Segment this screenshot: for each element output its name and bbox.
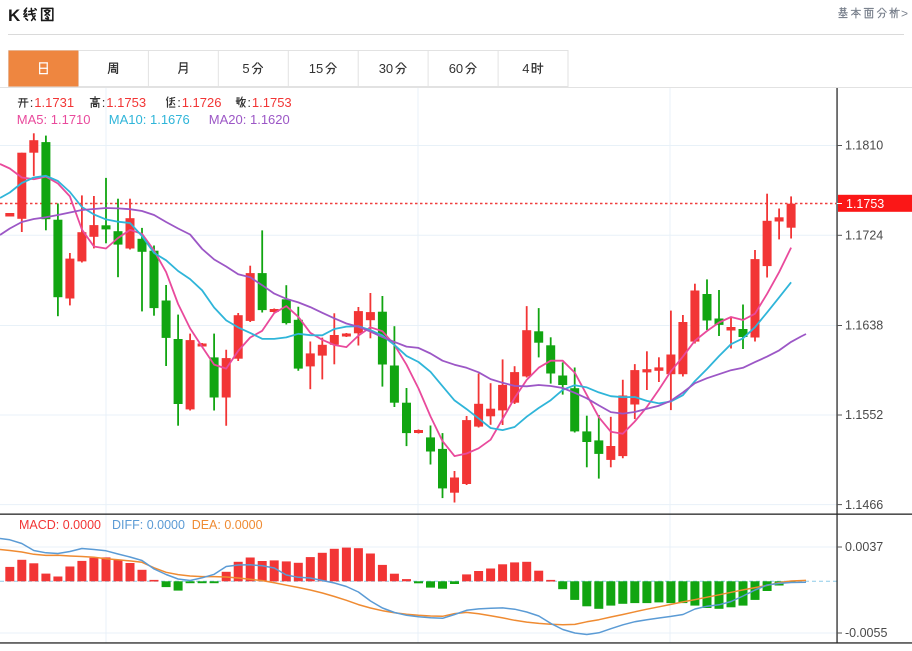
svg-text:1.1753: 1.1753 bbox=[106, 95, 146, 110]
svg-text:0.0037: 0.0037 bbox=[845, 540, 883, 554]
svg-text:K: K bbox=[8, 6, 21, 25]
svg-text:MA20: 1.1620: MA20: 1.1620 bbox=[209, 112, 290, 127]
svg-text:1.1726: 1.1726 bbox=[182, 95, 222, 110]
svg-text:15: 15 bbox=[309, 61, 323, 76]
svg-text:1.1638: 1.1638 bbox=[845, 319, 883, 333]
svg-text::: : bbox=[30, 95, 34, 110]
svg-text:60: 60 bbox=[449, 61, 463, 76]
svg-text:MA10: 1.1676: MA10: 1.1676 bbox=[109, 112, 190, 127]
svg-text:1.1753: 1.1753 bbox=[252, 95, 292, 110]
svg-text:4: 4 bbox=[522, 61, 529, 76]
svg-text:5: 5 bbox=[242, 61, 249, 76]
svg-text:1.1810: 1.1810 bbox=[845, 139, 883, 153]
svg-text::: : bbox=[102, 95, 106, 110]
svg-text:DEA: 0.0000: DEA: 0.0000 bbox=[192, 518, 263, 532]
svg-text:MA5: 1.1710: MA5: 1.1710 bbox=[17, 112, 91, 127]
svg-text:30: 30 bbox=[379, 61, 393, 76]
svg-text:>: > bbox=[901, 6, 908, 20]
svg-text:1.1724: 1.1724 bbox=[845, 229, 883, 243]
svg-text:1.1753: 1.1753 bbox=[846, 197, 884, 211]
svg-text::: : bbox=[177, 95, 181, 110]
svg-text:MACD: 0.0000: MACD: 0.0000 bbox=[19, 518, 101, 532]
svg-text:-0.0055: -0.0055 bbox=[845, 626, 887, 640]
svg-text:1.1466: 1.1466 bbox=[845, 498, 883, 512]
svg-text:1.1731: 1.1731 bbox=[34, 95, 74, 110]
svg-text:1.1552: 1.1552 bbox=[845, 408, 883, 422]
svg-text:DIFF: 0.0000: DIFF: 0.0000 bbox=[112, 518, 185, 532]
svg-text::: : bbox=[247, 95, 251, 110]
